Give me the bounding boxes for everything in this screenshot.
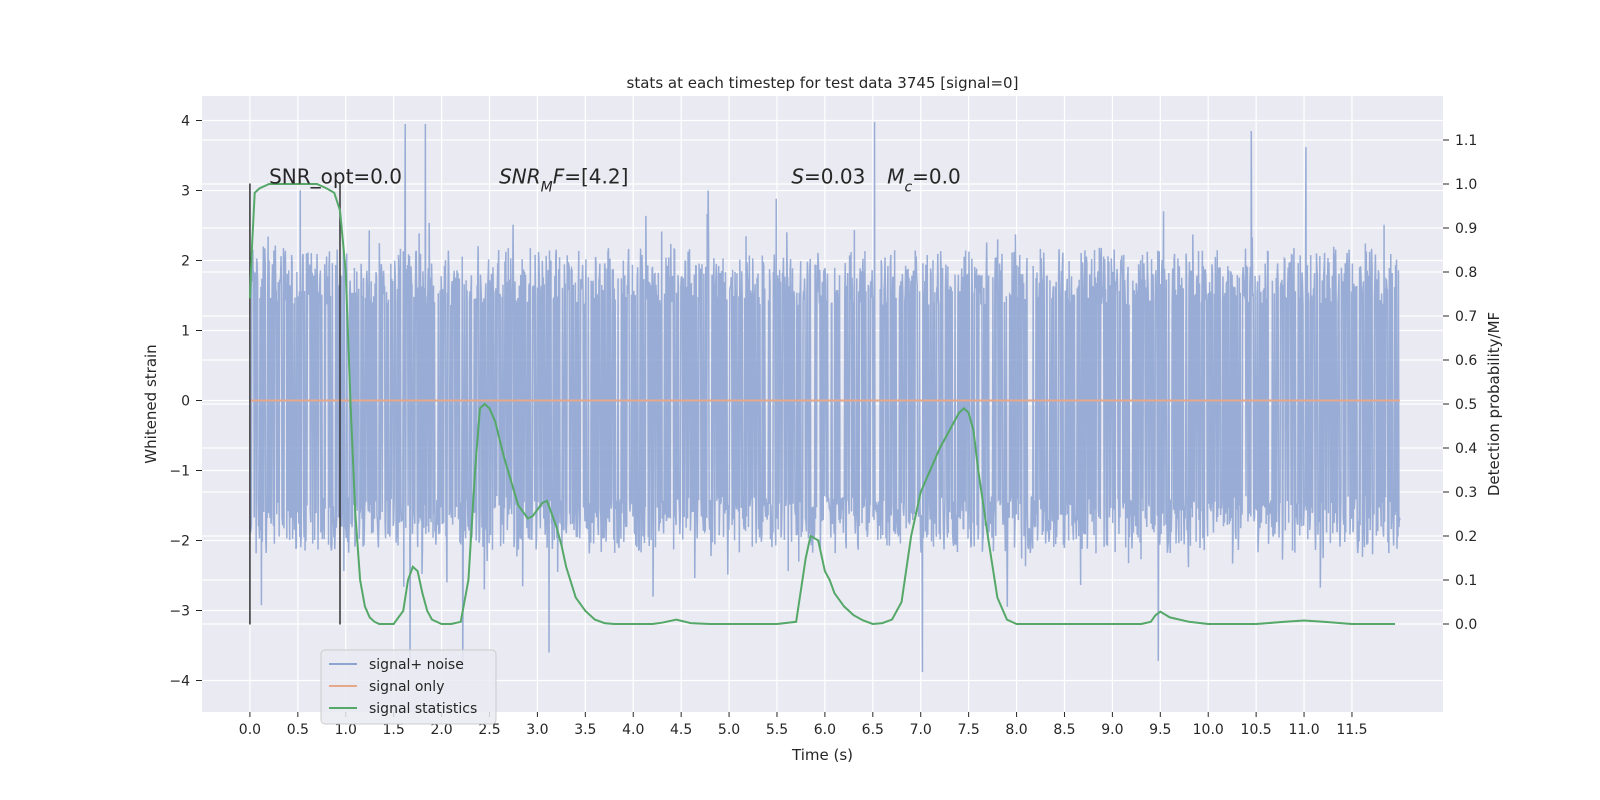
annotation-snr-mf: SNRMF=[4.2] [499, 165, 628, 196]
chart-title: stats at each timestep for test data 374… [627, 74, 1019, 92]
y-left-tick-label-3: 1 [181, 324, 190, 340]
x-tick-label-13: 6.5 [862, 722, 884, 738]
vertical-markers [249, 183, 341, 625]
x-tick-label-2: 1.0 [335, 722, 357, 738]
annotation-s-value: S=0.03 [791, 165, 865, 189]
x-tick-label-12: 6.0 [814, 722, 836, 738]
x-tick-label-11: 5.5 [766, 722, 788, 738]
y-left-axis-label: Whitened strain [142, 344, 160, 463]
y-right-tick-label-10: 0.1 [1455, 573, 1477, 589]
x-tick-label-23: 11.5 [1336, 722, 1367, 738]
y-left-tick-label-7: −3 [169, 604, 190, 620]
y-left-tick-label-1: 3 [181, 184, 190, 200]
legend: signal+ noise signal only signal statistic… [320, 649, 497, 725]
annotation-mc-value: Mc=0.0 [887, 165, 961, 196]
annotation-snr-opt: SNR_opt=0.0 [269, 165, 402, 189]
x-tick-label-9: 4.5 [670, 722, 692, 738]
x-tick-label-19: 9.5 [1149, 722, 1171, 738]
legend-label-0: signal+ noise [369, 657, 464, 673]
x-tick-label-22: 11.0 [1288, 722, 1319, 738]
x-tick-label-20: 10.0 [1193, 722, 1224, 738]
y-left-tick-label-6: −2 [169, 534, 190, 550]
y-left-tick-label-5: −1 [169, 464, 190, 480]
x-tick-label-18: 9.0 [1101, 722, 1123, 738]
y-right-tick-label-4: 0.7 [1455, 309, 1477, 325]
y-right-tick-label-0: 1.1 [1455, 133, 1477, 149]
x-tick-label-0: 0.0 [239, 722, 261, 738]
y-right-tick-label-9: 0.2 [1455, 529, 1477, 545]
noise-line [249, 121, 1401, 673]
y-right-tick-label-6: 0.5 [1455, 397, 1477, 413]
y-left-tick-label-4: 0 [181, 394, 190, 410]
statistics-line [248, 183, 1396, 626]
y-right-tick-label-3: 0.8 [1455, 265, 1477, 281]
legend-box [320, 649, 497, 725]
y-right-axis-label: Detection probability/MF [1485, 312, 1503, 496]
x-tick-label-8: 4.0 [622, 722, 644, 738]
x-tick-label-6: 3.0 [526, 722, 548, 738]
y-left-tick-label-2: 2 [181, 254, 190, 270]
x-tick-label-16: 8.0 [1005, 722, 1027, 738]
x-tick-label-15: 7.5 [958, 722, 980, 738]
y-right-tick-label-5: 0.6 [1455, 353, 1477, 369]
x-tick-label-14: 7.0 [910, 722, 932, 738]
y-right-tick-label-1: 1.0 [1455, 177, 1477, 193]
x-axis-ticks: 0.0 0.5 1.0 1.5 2.0 2.5 3.0 3.5 4.0 4.5 5.0 5.5 6.0 6… [239, 712, 1368, 738]
x-tick-label-5: 2.5 [478, 722, 500, 738]
y-right-tick-label-2: 0.9 [1455, 221, 1477, 237]
y-left-axis-ticks: 4 3 2 1 0 −1 −2 −3 −4 [169, 114, 202, 690]
x-tick-label-10: 5.0 [718, 722, 740, 738]
x-tick-label-17: 8.5 [1053, 722, 1075, 738]
y-right-axis-ticks: 1.1 1.0 0.9 0.8 0.7 0.6 0.5 0.4 0.3 0.2 0.1 0.0 [1443, 133, 1477, 633]
statistics-series [248, 183, 1396, 626]
x-tick-label-21: 10.5 [1241, 722, 1272, 738]
legend-label-1: signal only [369, 679, 444, 695]
noise-series [249, 121, 1401, 673]
y-right-tick-label-7: 0.4 [1455, 441, 1477, 457]
y-right-tick-label-11: 0.0 [1455, 617, 1477, 633]
x-tick-label-4: 2.0 [430, 722, 452, 738]
x-tick-label-1: 0.5 [287, 722, 309, 738]
y-left-tick-label-0: 4 [181, 114, 190, 130]
y-left-tick-label-8: −4 [169, 674, 190, 690]
x-axis-label: Time (s) [791, 746, 853, 764]
x-tick-label-3: 1.5 [383, 722, 405, 738]
x-tick-label-7: 3.5 [574, 722, 596, 738]
y-right-tick-label-8: 0.3 [1455, 485, 1477, 501]
annotations: SNR_opt=0.0 SNRMF=[4.2] S=0.03 Mc=0.0 [269, 165, 961, 196]
legend-label-2: signal statistics [369, 701, 477, 717]
